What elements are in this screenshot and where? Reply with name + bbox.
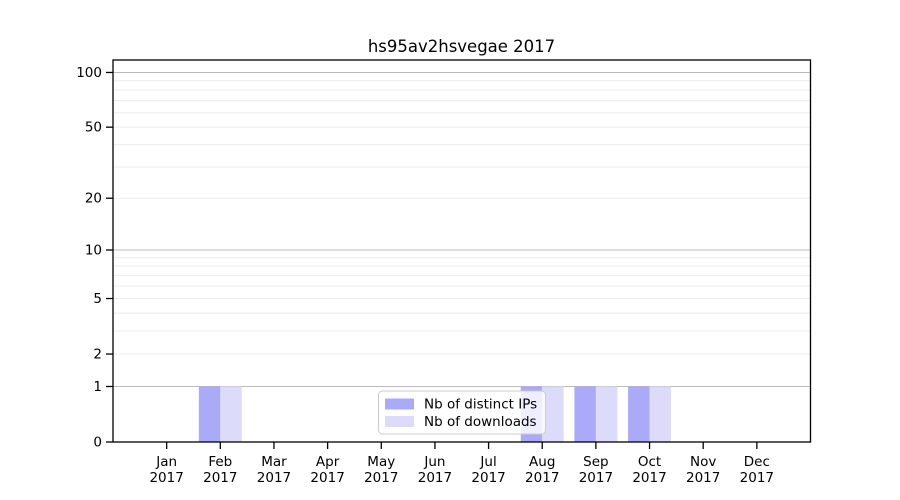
x-tick-label-year: 2017 xyxy=(471,470,505,486)
decade-gridlines xyxy=(113,71,811,387)
x-tick-label-year: 2017 xyxy=(257,470,291,486)
plot-area-border xyxy=(112,59,812,443)
bar-feb-2017-s0 xyxy=(198,386,221,442)
x-tick-label-year: 2017 xyxy=(579,470,613,486)
minor-gridlines xyxy=(113,80,811,355)
axis-ticks xyxy=(106,71,758,449)
legend-swatch-downloads xyxy=(385,416,414,427)
bar-sep-2017-s1 xyxy=(595,386,618,442)
x-tick-label-month: Jul xyxy=(479,454,496,470)
y-tick-label: 1 xyxy=(93,379,102,395)
legend-label-distinct-ips: Nb of distinct IPs xyxy=(424,397,537,413)
x-tick-label-year: 2017 xyxy=(525,470,559,486)
y-tick-label: 5 xyxy=(93,291,102,307)
x-tick-label-month: Apr xyxy=(316,454,340,470)
y-tick-label: 0 xyxy=(93,435,102,451)
x-tick-label-month: Oct xyxy=(638,454,661,470)
x-tick-label-month: Jan xyxy=(155,454,177,470)
x-tick-label-month: Mar xyxy=(261,454,287,470)
x-tick-label-year: 2017 xyxy=(203,470,237,486)
x-tick-label-year: 2017 xyxy=(310,470,344,486)
y-tick-label: 20 xyxy=(85,191,102,207)
axis-tick-labels: 0125102050100Jan2017Feb2017Mar2017Apr201… xyxy=(76,65,774,486)
bar-oct-2017-s0 xyxy=(628,386,650,442)
x-tick-label-month: Dec xyxy=(744,454,770,470)
chart-title: hs95av2hsvegae 2017 xyxy=(368,37,555,56)
x-tick-label-year: 2017 xyxy=(686,470,720,486)
bar-aug-2017-s1 xyxy=(542,386,564,442)
x-tick-label-year: 2017 xyxy=(364,470,398,486)
legend: Nb of distinct IPs Nb of downloads xyxy=(378,390,546,435)
x-tick-label-month: Sep xyxy=(583,454,608,470)
legend-label-downloads: Nb of downloads xyxy=(424,414,537,430)
y-tick-label: 10 xyxy=(85,242,102,258)
x-tick-label-year: 2017 xyxy=(149,470,183,486)
y-tick-label: 100 xyxy=(76,65,102,81)
bar-sep-2017-s0 xyxy=(574,386,596,442)
x-tick-label-month: Jun xyxy=(423,454,445,470)
y-tick-label: 50 xyxy=(85,120,102,136)
x-tick-label-month: Nov xyxy=(690,454,716,470)
x-tick-label-month: May xyxy=(367,454,395,470)
bar-oct-2017-s1 xyxy=(649,386,671,442)
legend-swatch-distinct-ips xyxy=(385,398,414,410)
x-tick-label-year: 2017 xyxy=(418,470,452,486)
bar-feb-2017-s1 xyxy=(220,386,242,442)
x-tick-label-year: 2017 xyxy=(632,470,666,486)
x-tick-label-month: Feb xyxy=(208,454,232,470)
y-tick-label: 2 xyxy=(93,347,102,363)
x-tick-label-year: 2017 xyxy=(740,470,774,486)
x-tick-label-month: Aug xyxy=(529,454,555,470)
legend-box xyxy=(378,390,546,435)
